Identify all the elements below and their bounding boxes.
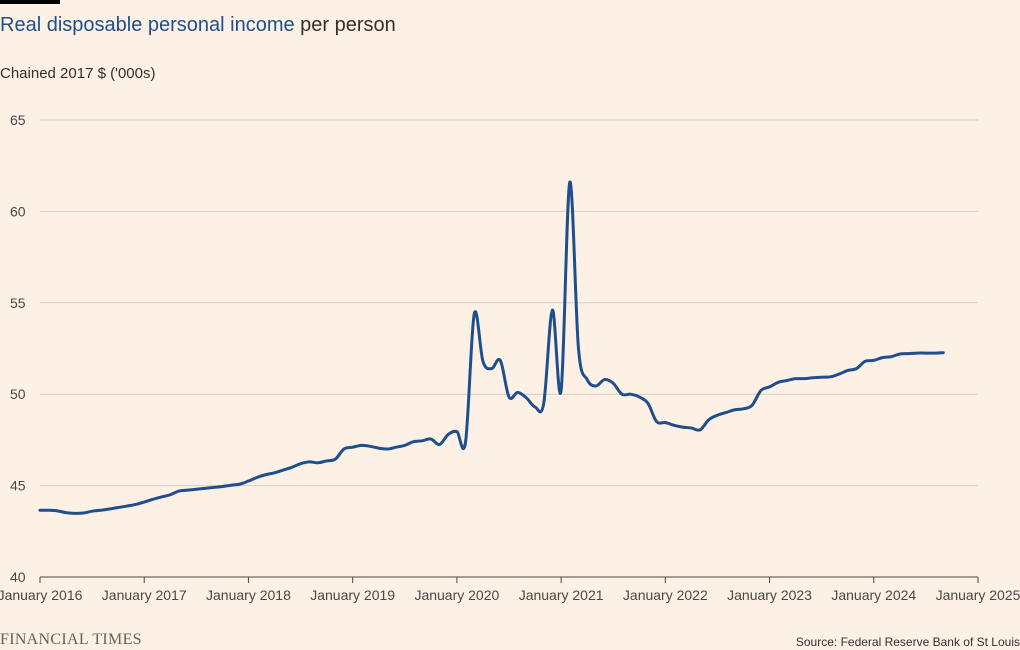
y-tick-label: 55 [10, 295, 26, 311]
y-tick-label: 65 [10, 112, 26, 128]
chart-title: Real disposable personal income per pers… [0, 14, 396, 37]
chart-title-highlight: Real disposable personal income [0, 14, 295, 36]
y-tick-label: 60 [10, 203, 26, 219]
x-tick-label: January 2025 [936, 587, 1020, 603]
x-tick-label: January 2023 [727, 587, 812, 603]
x-tick-label: January 2024 [831, 587, 916, 603]
x-tick-label: January 2016 [0, 587, 83, 603]
x-tick-label: January 2022 [623, 587, 708, 603]
x-tick-label: January 2017 [102, 587, 187, 603]
y-tick-label: 50 [10, 386, 26, 402]
y-tick-label: 40 [10, 569, 26, 585]
x-tick-label: January 2018 [206, 587, 291, 603]
y-tick-label: 45 [10, 478, 26, 494]
chart-subtitle: Chained 2017 $ ('000s) [0, 65, 156, 82]
x-tick-label: January 2020 [414, 587, 499, 603]
chart-title-rest: per person [294, 14, 396, 36]
series-line [38, 180, 945, 515]
x-tick-label: January 2019 [310, 587, 395, 603]
top-accent-bar [0, 0, 60, 4]
source-note: Source: Federal Reserve Bank of St Louis [795, 635, 1020, 649]
ft-logo-text: FINANCIAL TIMES [0, 631, 142, 648]
x-tick-label: January 2021 [519, 587, 604, 603]
